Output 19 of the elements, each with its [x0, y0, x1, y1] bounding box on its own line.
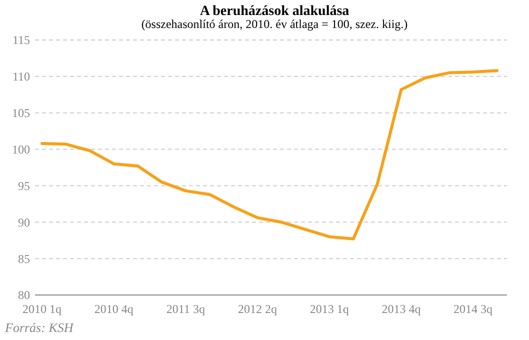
text: Forrás: KSH: [4, 320, 74, 335]
x-tick-label: 2012 2q: [238, 302, 278, 316]
y-tick-label: 90: [18, 215, 30, 230]
x-tick-label: 2010 4q: [94, 302, 134, 316]
y-tick-label: 85: [18, 252, 30, 266]
y-tick-label: 80: [18, 288, 30, 302]
x-tick-label: 2010 1q: [22, 302, 62, 316]
x-tick-label: 2013 4q: [382, 302, 421, 316]
y-tick-label: 95: [18, 178, 30, 193]
x-tick-label: 2011 3q: [166, 302, 205, 316]
y-tick-label: 100: [12, 142, 30, 156]
chart-subtitle: (összehasonlító áron, 2010. év átlaga = 100, szez. kiig.): [141, 17, 408, 31]
y-tick-label: 105: [12, 106, 30, 120]
y-tick-label: 115: [12, 33, 30, 48]
line-series: [40, 69, 498, 240]
y-tick-label: 110: [12, 70, 30, 84]
chart-title: A beruházások alakulása: [200, 4, 350, 19]
x-tick-label: 2013 1q: [310, 302, 349, 316]
x-tick-label: 2014 3q: [454, 302, 493, 316]
